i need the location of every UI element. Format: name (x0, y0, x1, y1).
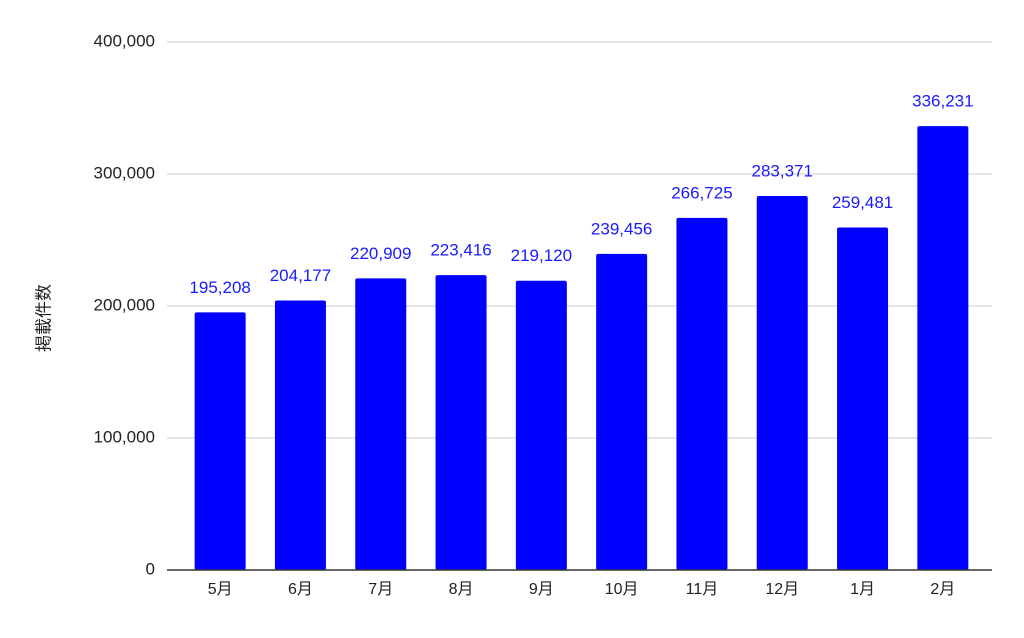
y-tick-label: 300,000 (94, 163, 155, 182)
bar (194, 312, 246, 570)
bar (596, 253, 648, 570)
bars (194, 126, 969, 570)
x-tick-label: 8月 (449, 581, 474, 598)
x-axis-ticks: 5月 6月 7月 8月 9月 10月 11月 12月 1月 2月 (208, 581, 956, 598)
x-tick-label: 12月 (765, 581, 799, 598)
y-tick-label: 200,000 (94, 295, 155, 314)
x-tick-label: 1月 (850, 581, 875, 598)
x-tick-label: 7月 (368, 581, 393, 598)
data-label: 283,371 (752, 161, 813, 180)
bar (515, 280, 567, 570)
data-label: 259,481 (832, 193, 893, 212)
data-label: 219,120 (511, 246, 572, 265)
data-label: 223,416 (430, 241, 491, 260)
bar (355, 278, 407, 570)
bar (837, 227, 889, 570)
x-tick-label: 6月 (288, 581, 313, 598)
data-label: 266,725 (671, 183, 732, 202)
y-axis-label: 掲載件数 (34, 284, 53, 352)
bar (917, 126, 969, 570)
x-tick-label: 2月 (930, 581, 955, 598)
data-label: 195,208 (189, 278, 250, 297)
y-tick-label: 400,000 (94, 31, 155, 50)
bar (756, 195, 808, 570)
data-label: 239,456 (591, 219, 652, 238)
x-tick-label: 10月 (605, 581, 639, 598)
x-tick-label: 5月 (208, 581, 233, 598)
y-tick-label: 0 (146, 559, 155, 578)
data-labels: 195,208 204,177 220,909 223,416 219,120 239,4… (189, 92, 973, 297)
bar (274, 300, 326, 570)
bar (435, 275, 487, 570)
x-tick-label: 11月 (686, 581, 719, 598)
y-tick-label: 100,000 (94, 427, 155, 446)
data-label: 220,909 (350, 244, 411, 263)
x-tick-label: 9月 (529, 581, 554, 598)
y-axis-ticks: 0 100,000 200,000 300,000 400,000 (94, 31, 155, 578)
bar (676, 217, 728, 570)
data-label: 336,231 (912, 92, 973, 111)
data-label: 204,177 (270, 266, 331, 285)
